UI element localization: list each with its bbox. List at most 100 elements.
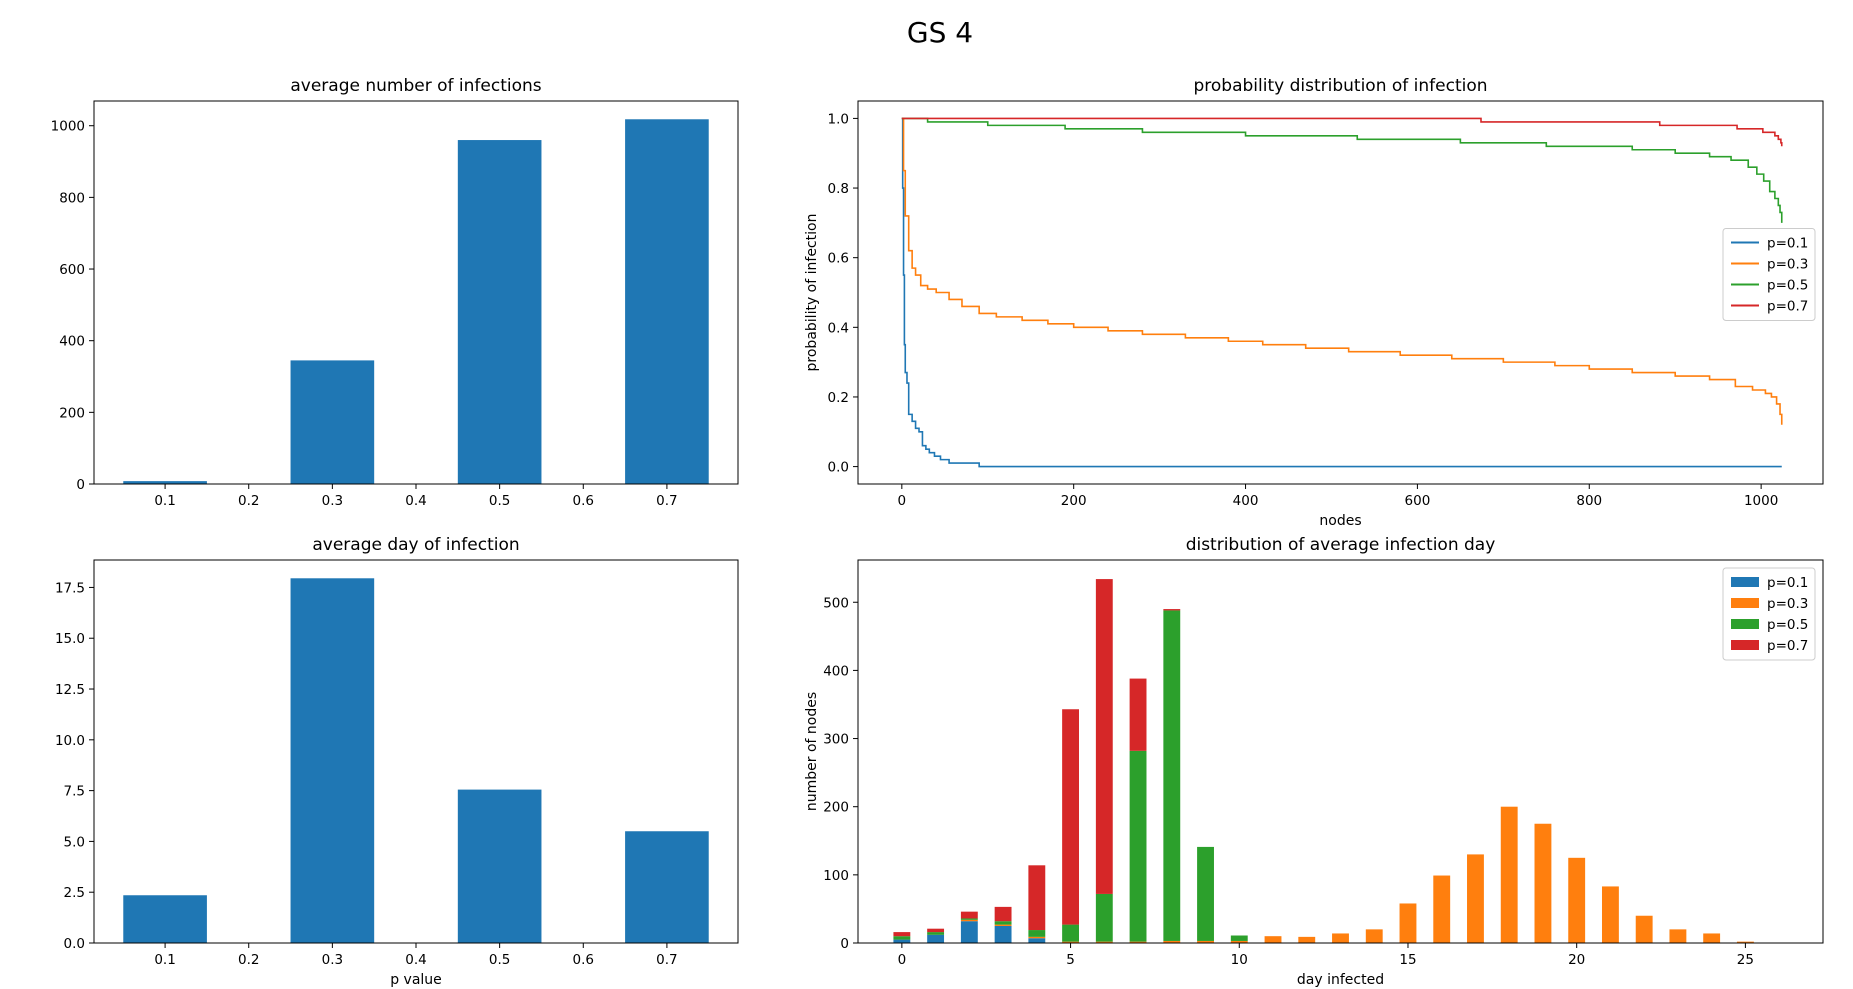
stacked-bar-segment <box>1028 930 1046 937</box>
stacked-bar-segment <box>893 932 911 937</box>
plot-area <box>123 119 709 484</box>
stacked-bar-segment <box>1163 609 1181 611</box>
x-tick-label: 20 <box>1568 952 1585 968</box>
x-axis-label: day infected <box>1297 972 1384 988</box>
y-tick-label: 17.5 <box>55 580 85 596</box>
stacked-bar-segment <box>1669 929 1687 943</box>
x-tick-label: 10 <box>1231 952 1248 968</box>
legend-swatch <box>1731 619 1759 629</box>
y-tick-label: 0.2 <box>828 390 849 406</box>
stacked-bar-segment <box>1062 709 1080 925</box>
stacked-bar-segment <box>1095 579 1113 894</box>
y-tick-label: 0.8 <box>828 181 849 197</box>
y-tick-label: 800 <box>59 190 85 206</box>
stacked-bar-segment <box>1163 610 1181 941</box>
stacked-bar-segment <box>1365 929 1383 943</box>
axes-frame <box>857 100 1824 485</box>
panel-day-distribution: p=0.1 p=0.3 p=0.5 p=0.7 0 5 10 15 20 25 0 100 200 300… <box>804 535 1824 988</box>
stacked-bar-segment <box>1197 846 1214 941</box>
y-tick-label: 500 <box>823 595 849 611</box>
panel-title: average number of infections <box>290 76 541 96</box>
x-tick-label: 0 <box>898 952 907 968</box>
y-tick-label: 600 <box>59 262 85 278</box>
x-tick-label: 0.5 <box>489 952 510 968</box>
stacked-bar-segment <box>1500 806 1518 943</box>
stacked-bar-segment <box>1298 936 1316 943</box>
y-tick-label: 400 <box>59 334 85 350</box>
figure-suptitle: GS 4 <box>907 16 973 49</box>
stacked-bar-segment <box>960 911 978 919</box>
x-tick-label: 0.3 <box>322 952 343 968</box>
x-tick-label: 0.5 <box>489 493 510 509</box>
legend-swatch <box>1731 577 1759 587</box>
x-tick-label: 0.1 <box>154 493 175 509</box>
x-tick-label: 0.6 <box>573 952 594 968</box>
series-line <box>901 117 1783 147</box>
stacked-bar-segment <box>927 932 945 935</box>
stacked-bar-segment <box>1467 854 1484 943</box>
legend-entry: p=0.1 <box>1767 575 1808 591</box>
stacked-bar-segment <box>1028 936 1046 939</box>
stacked-bar-segment <box>1062 941 1080 943</box>
stacked-bar-segment <box>1028 938 1046 943</box>
stacked-bar-segment <box>1433 875 1451 943</box>
y-axis-label: number of nodes <box>804 692 820 811</box>
y-tick-label: 15.0 <box>55 631 85 647</box>
stacked-bar-segment <box>927 928 945 933</box>
y-tick-label: 0.0 <box>64 936 85 952</box>
stacked-bar-segment <box>1028 865 1046 931</box>
stacked-bar-segment <box>1062 924 1080 942</box>
x-tick-label: 0.4 <box>405 952 426 968</box>
y-tick-label: 300 <box>823 732 849 748</box>
x-axis-label: p value <box>390 972 442 988</box>
panel-average-number-of-infections: 0.1 0.2 0.3 0.4 0.5 0.6 0.7 0 200 400 600 800 1000 av… <box>51 76 739 509</box>
bar <box>123 895 207 943</box>
stacked-bar-segment <box>1568 857 1586 943</box>
bar <box>457 140 542 484</box>
x-tick-label: 0.6 <box>573 493 594 509</box>
legend-entry: p=0.3 <box>1767 596 1808 612</box>
legend-entry: p=0.7 <box>1767 638 1808 654</box>
series-line <box>901 117 1783 223</box>
x-tick-label: 200 <box>1061 493 1087 509</box>
y-axis-label: probability of infection <box>804 214 820 372</box>
stacked-bar-segment <box>1197 940 1214 943</box>
legend-entry: p=0.5 <box>1767 278 1808 294</box>
x-tick-label: 400 <box>1233 493 1259 509</box>
y-tick-label: 1.0 <box>828 111 849 127</box>
legend-swatch <box>1731 640 1759 650</box>
x-tick-label: 0.1 <box>154 952 175 968</box>
bar <box>457 789 542 943</box>
stacked-bar-segment <box>1635 915 1653 943</box>
y-tick-label: 200 <box>59 405 85 421</box>
x-tick-label: 600 <box>1405 493 1431 509</box>
legend-swatch <box>1731 598 1759 608</box>
stacked-bar-segment <box>960 918 978 920</box>
legend-box <box>1722 567 1816 661</box>
stacked-bar-segment <box>994 925 1012 943</box>
x-tick-label: 0 <box>898 493 907 509</box>
y-tick-label: 200 <box>823 800 849 816</box>
y-tick-label: 0.4 <box>828 320 849 336</box>
y-tick-label: 7.5 <box>64 784 85 800</box>
y-tick-label: 10.0 <box>55 733 85 749</box>
x-tick-label: 0.2 <box>238 493 259 509</box>
stacked-bar-segment <box>927 934 945 943</box>
x-tick-label: 0.3 <box>322 493 343 509</box>
stacked-bar-segment <box>1736 941 1754 943</box>
x-tick-label: 25 <box>1737 952 1754 968</box>
x-tick-label: 800 <box>1576 493 1602 509</box>
stacked-bar-segment <box>1399 903 1417 943</box>
legend-entry: p=0.3 <box>1767 257 1808 273</box>
y-tick-label: 100 <box>823 868 849 884</box>
y-tick-label: 12.5 <box>55 682 85 698</box>
x-axis-label: nodes <box>1319 513 1361 529</box>
x-tick-label: 0.7 <box>656 952 677 968</box>
series-line <box>901 117 1783 425</box>
panel-title: probability distribution of infection <box>1193 76 1487 96</box>
stacked-bar-segment <box>960 921 978 943</box>
y-tick-label: 5.0 <box>64 834 85 850</box>
x-tick-label: 0.7 <box>656 493 677 509</box>
stacked-bar-segment <box>1534 823 1552 943</box>
bar <box>290 578 375 943</box>
